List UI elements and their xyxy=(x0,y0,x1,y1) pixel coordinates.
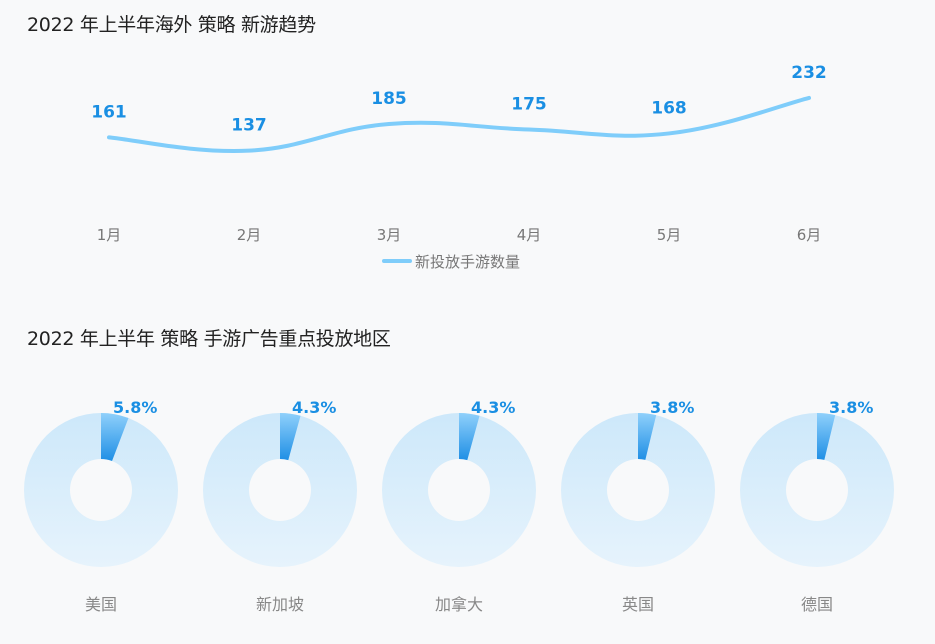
category-label: 英国 xyxy=(622,595,654,614)
slice-value-label: 4.3% xyxy=(471,398,515,417)
data-label: 185 xyxy=(371,89,407,109)
donut-slice xyxy=(817,413,836,460)
slice-value-label: 4.3% xyxy=(292,398,336,417)
slice-value-label: 3.8% xyxy=(650,398,694,417)
donut-ring xyxy=(561,413,715,567)
donut-chart-title: 2022 年上半年 策略 手游广告重点投放地区 xyxy=(27,328,391,350)
donut-chart: 4.3% 新加坡 xyxy=(202,398,358,614)
donut-chart: 5.8% 美国 xyxy=(24,398,178,614)
x-tick-label: 1月 xyxy=(97,226,122,244)
x-tick-label: 2月 xyxy=(237,226,262,244)
slice-value-label: 5.8% xyxy=(113,398,157,417)
donut-slice xyxy=(280,413,301,461)
data-label: 175 xyxy=(511,95,547,115)
series-line xyxy=(107,95,811,154)
x-tick-label: 4月 xyxy=(517,226,542,244)
category-label: 德国 xyxy=(801,595,833,614)
category-label: 新加坡 xyxy=(256,595,304,614)
donut-ring xyxy=(24,413,178,567)
line-chart-title: 2022 年上半年海外 策略 新游趋势 xyxy=(27,14,316,36)
donut-ring xyxy=(202,412,358,568)
data-label: 232 xyxy=(791,63,827,83)
legend-label: 新投放手游数量 xyxy=(415,253,520,271)
donut-ring xyxy=(740,413,894,567)
donut-slice xyxy=(101,413,129,462)
donut-slice xyxy=(638,413,657,460)
slice-value-label: 3.8% xyxy=(829,398,873,417)
x-tick-label: 3月 xyxy=(377,226,402,244)
donut-ring xyxy=(382,413,536,567)
data-label: 168 xyxy=(651,98,687,118)
donut-chart: 4.3% 加拿大 xyxy=(382,398,536,614)
x-tick-label: 5月 xyxy=(657,226,682,244)
donut-chart: 3.8% 英国 xyxy=(561,398,715,614)
x-tick-label: 6月 xyxy=(797,226,822,244)
data-label: 137 xyxy=(231,116,267,136)
category-label: 美国 xyxy=(85,595,117,614)
donut-slice xyxy=(459,413,480,461)
category-label: 加拿大 xyxy=(435,595,483,614)
donut-chart: 3.8% 德国 xyxy=(740,398,894,614)
data-label: 161 xyxy=(91,102,127,122)
